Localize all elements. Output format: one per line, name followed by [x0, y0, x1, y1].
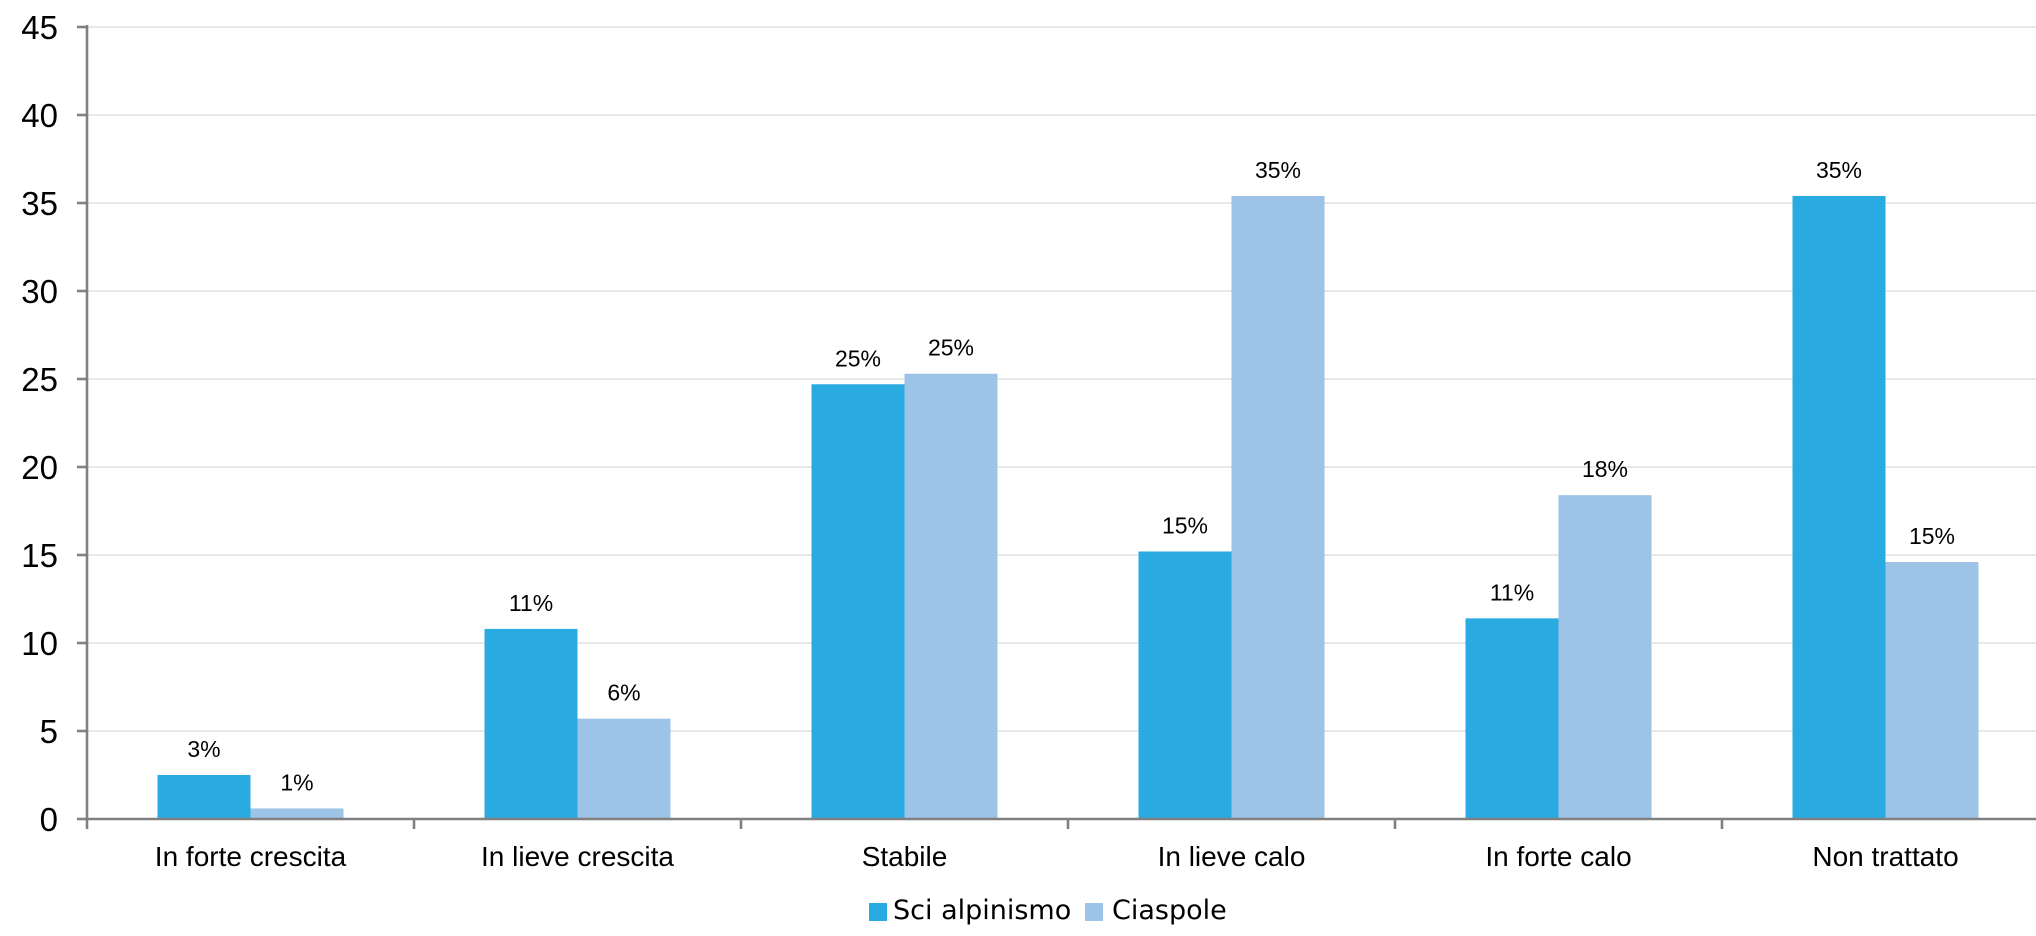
- data-label: 6%: [607, 680, 640, 706]
- bar-ciaspole-0: [250, 808, 344, 819]
- data-label: 25%: [835, 345, 881, 371]
- y-tick-label: 20: [21, 449, 58, 486]
- y-tick-label: 0: [40, 801, 58, 838]
- data-label: 11%: [1490, 579, 1534, 605]
- bar-sci-alpinismo-4: [1465, 618, 1559, 819]
- bar-ciaspole-1: [577, 718, 671, 819]
- legend: Sci alpinismo Ciaspole: [869, 895, 1227, 926]
- data-label: 35%: [1255, 157, 1301, 183]
- x-tick-label: In forte calo: [1485, 841, 1631, 872]
- bar-ciaspole-5: [1885, 562, 1979, 819]
- legend-label-ciaspole: Ciaspole: [1112, 895, 1227, 926]
- data-label: 25%: [928, 335, 974, 361]
- x-tick-label: Stabile: [862, 841, 948, 872]
- bar-sci-alpinismo-1: [484, 628, 578, 819]
- bar-sci-alpinismo-5: [1792, 195, 1886, 819]
- bar-sci-alpinismo-0: [157, 775, 251, 819]
- y-axis-tick-labels: 0 5 10 15 20 25 30 35 40 45: [21, 9, 58, 838]
- bar-ciaspole-2: [904, 373, 998, 819]
- legend-swatch-sci-alpinismo: [869, 903, 887, 921]
- y-tick-label: 30: [21, 273, 58, 310]
- legend-swatch-ciaspole: [1085, 903, 1103, 921]
- axes: [77, 25, 2036, 829]
- data-label: 15%: [1909, 523, 1955, 549]
- y-tick-label: 10: [21, 625, 58, 662]
- data-label: 1%: [280, 769, 313, 795]
- data-label: 15%: [1162, 512, 1208, 538]
- bar-sci-alpinismo-2: [811, 384, 905, 819]
- x-tick-label: In lieve crescita: [481, 841, 674, 872]
- data-label: 18%: [1582, 456, 1628, 482]
- y-tick-label: 25: [21, 361, 58, 398]
- bar-ciaspole-4: [1558, 495, 1652, 819]
- y-tick-label: 35: [21, 185, 58, 222]
- x-tick-label: Non trattato: [1812, 841, 1958, 872]
- legend-label-sci-alpinismo: Sci alpinismo: [893, 895, 1071, 926]
- y-tick-label: 40: [21, 97, 58, 134]
- x-tick-label: In forte crescita: [155, 841, 347, 872]
- y-tick-label: 5: [40, 713, 58, 750]
- data-labels: 3% 1% 11% 6% 25% 25% 15% 35% 11% 18% 35% 15%: [187, 157, 1955, 795]
- data-label: 35%: [1816, 157, 1862, 183]
- data-label: 3%: [187, 736, 220, 762]
- bar-sci-alpinismo-3: [1138, 551, 1232, 819]
- x-tick-label: In lieve calo: [1158, 841, 1306, 872]
- y-tick-label: 45: [21, 9, 58, 46]
- gridlines: [87, 26, 2036, 732]
- bars: [157, 195, 1979, 819]
- bar-ciaspole-3: [1231, 195, 1325, 819]
- y-tick-label: 15: [21, 537, 58, 574]
- data-label: 11%: [509, 590, 553, 616]
- x-axis-tick-labels: In forte crescita In lieve crescita Stabil…: [155, 841, 1959, 872]
